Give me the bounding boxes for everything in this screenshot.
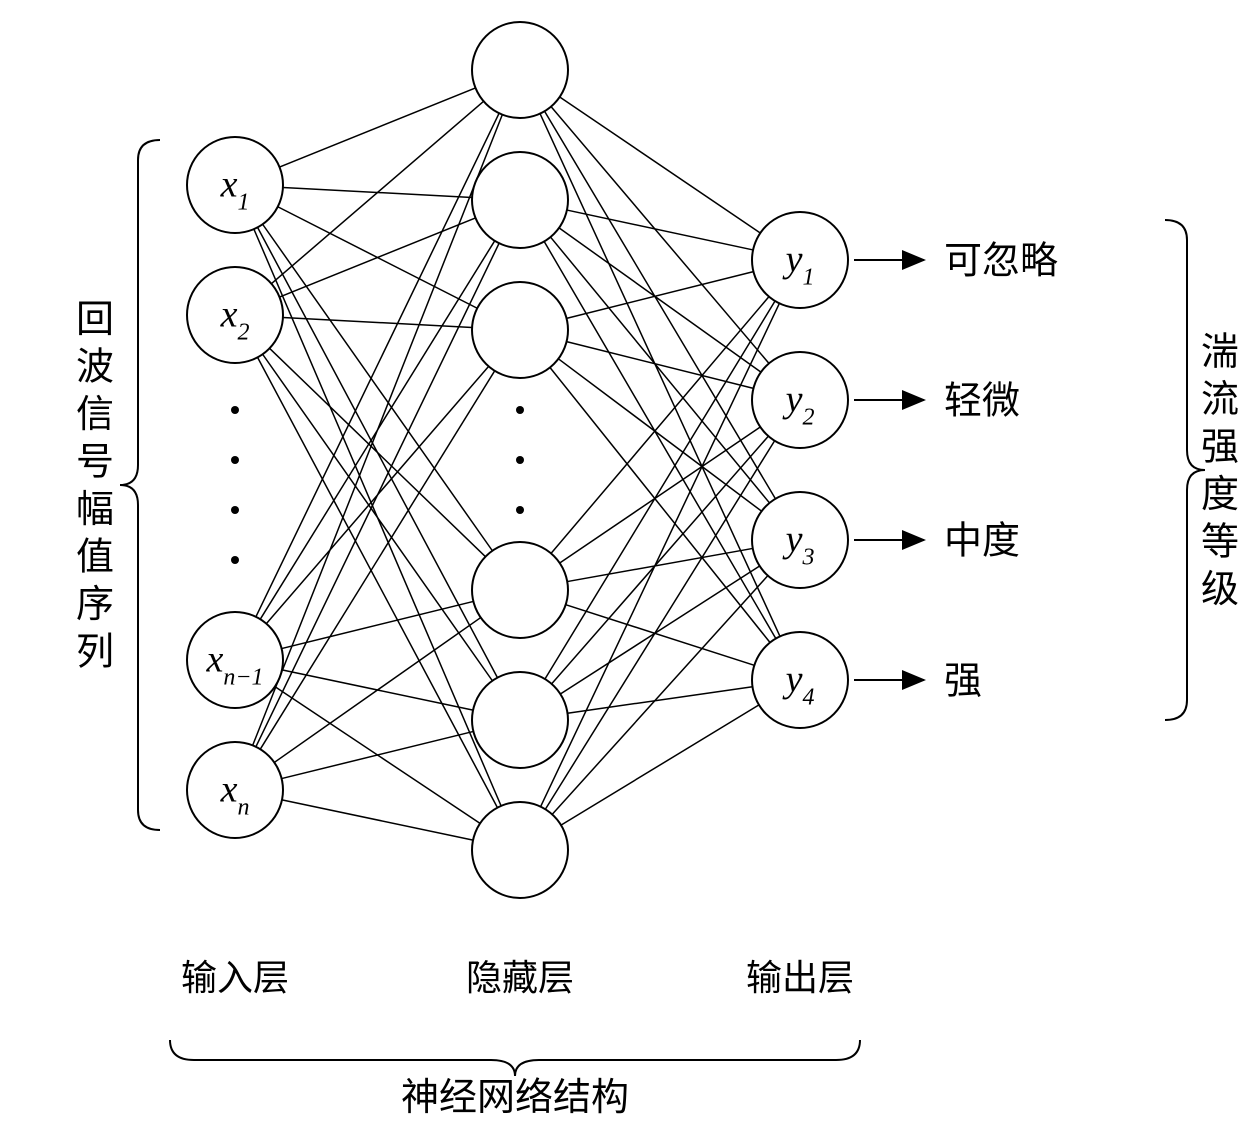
output-class-label-2: 中度 bbox=[944, 520, 1020, 562]
left-brace bbox=[120, 140, 160, 830]
left-side-label-char-1: 波 bbox=[76, 347, 114, 389]
left-side-label-char-7: 列 bbox=[76, 632, 114, 674]
right-brace bbox=[1165, 220, 1205, 720]
hidden-node-5 bbox=[472, 802, 568, 898]
output-class-label-0: 可忽略 bbox=[944, 240, 1058, 282]
left-side-label-char-6: 序 bbox=[76, 584, 114, 626]
hidden-node-4 bbox=[472, 672, 568, 768]
right-side-label-char-5: 级 bbox=[1201, 569, 1239, 611]
diagram-canvas: x1x2xn−1xny1y2y3y4可忽略轻微中度强回波信号幅值序列湍流强度等级… bbox=[0, 0, 1240, 1146]
ellipsis-dot bbox=[516, 506, 524, 514]
neural-network-diagram: x1x2xn−1xny1y2y3y4可忽略轻微中度强回波信号幅值序列湍流强度等级… bbox=[0, 0, 1240, 1146]
left-side-label-char-5: 值 bbox=[76, 537, 114, 579]
structure-title: 神经网络结构 bbox=[401, 1077, 629, 1119]
bottom-brace bbox=[170, 1040, 860, 1076]
ellipsis-dot bbox=[231, 456, 239, 464]
ellipsis-dot bbox=[231, 406, 239, 414]
output-class-label-1: 轻微 bbox=[944, 380, 1020, 422]
left-side-label-char-2: 信 bbox=[76, 394, 114, 436]
hidden-node-3 bbox=[472, 542, 568, 638]
right-side-label-char-2: 强 bbox=[1201, 427, 1239, 469]
layer-label-hidden: 隐藏层 bbox=[466, 958, 574, 998]
ellipsis-dot bbox=[516, 456, 524, 464]
hidden-node-0 bbox=[472, 22, 568, 118]
left-side-label-char-3: 号 bbox=[76, 442, 114, 484]
layer-label-output: 输出层 bbox=[746, 958, 854, 998]
right-side-label-char-4: 等 bbox=[1201, 522, 1239, 564]
right-side-label-char-3: 度 bbox=[1201, 474, 1239, 516]
ellipsis-dot bbox=[231, 506, 239, 514]
ellipsis-dot bbox=[516, 406, 524, 414]
right-side-label-char-1: 流 bbox=[1201, 379, 1239, 421]
output-class-label-3: 强 bbox=[944, 660, 982, 702]
hidden-node-1 bbox=[472, 152, 568, 248]
ellipsis-dot bbox=[231, 556, 239, 564]
input-node-2 bbox=[187, 612, 283, 708]
left-side-label-char-4: 幅 bbox=[76, 489, 114, 531]
hidden-node-2 bbox=[472, 282, 568, 378]
left-side-label-char-0: 回 bbox=[76, 299, 114, 341]
right-side-label-char-0: 湍 bbox=[1201, 332, 1239, 374]
layer-label-input: 输入层 bbox=[181, 958, 289, 998]
